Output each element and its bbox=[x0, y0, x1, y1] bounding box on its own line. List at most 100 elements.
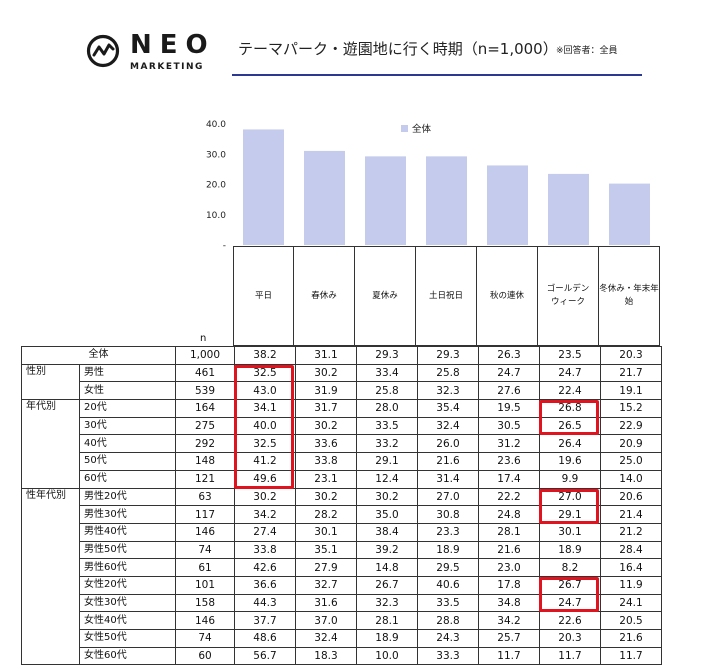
table-row: 性別 男性 461 32.5 30.2 33.4 25.8 24.7 24.7 21.7 bbox=[21, 363, 662, 401]
column-header: ゴールデン ウィーク bbox=[537, 246, 599, 346]
value-cell: 20.3 bbox=[600, 346, 662, 365]
value-cell: 27.0 bbox=[417, 487, 479, 507]
row-label: 男性60代 bbox=[79, 558, 176, 577]
value-cell: 31.9 bbox=[295, 381, 357, 401]
sample-size: 146 bbox=[175, 522, 235, 542]
value-cell: 20.9 bbox=[600, 434, 662, 454]
value-cell: 22.2 bbox=[478, 487, 540, 507]
logo-wordmark: NEO bbox=[130, 30, 216, 60]
table-row: 50代 148 41.2 33.8 29.1 21.6 23.6 19.6 25.0 bbox=[22, 452, 662, 471]
sample-size: 60 bbox=[175, 646, 235, 666]
column-header: 冬休み・年末年始 bbox=[598, 246, 660, 346]
group-label: 年代別 bbox=[21, 399, 80, 489]
neo-marketing-logo: NEO MARKETING bbox=[86, 30, 216, 76]
value-cell: 31.2 bbox=[478, 434, 540, 454]
value-cell: 19.5 bbox=[478, 399, 540, 418]
value-cell: 37.7 bbox=[234, 611, 296, 630]
column-header-line: ウィーク bbox=[550, 297, 585, 307]
value-cell: 30.5 bbox=[478, 416, 540, 436]
value-cell: 24.7 bbox=[539, 363, 601, 383]
value-cell: 39.2 bbox=[356, 540, 418, 560]
table-row: 女性50代 74 48.6 32.4 18.9 24.3 25.7 20.3 21.6 bbox=[22, 629, 662, 648]
value-cell: 11.9 bbox=[600, 575, 662, 595]
value-cell: 31.6 bbox=[295, 593, 357, 613]
value-cell: 29.3 bbox=[417, 346, 479, 365]
column-header-label: 夏休み bbox=[372, 290, 398, 303]
value-cell: 21.6 bbox=[417, 452, 479, 471]
row-label: 男性20代 bbox=[79, 487, 176, 507]
table-row: 40代 292 32.5 33.6 33.2 26.0 31.2 26.4 20.9 bbox=[22, 434, 662, 454]
sample-size: 292 bbox=[175, 434, 235, 454]
total-row: 全体 1,000 38.2 31.1 29.3 29.3 26.3 23.5 20.3 bbox=[21, 346, 662, 365]
column-header-label: 秋の連休 bbox=[490, 290, 524, 303]
value-cell: 20.3 bbox=[539, 629, 601, 648]
sample-size: 148 bbox=[175, 452, 235, 471]
value-cell: 21.6 bbox=[478, 540, 540, 560]
logo-subtitle: MARKETING bbox=[130, 62, 204, 72]
value-cell: 24.7 bbox=[539, 593, 601, 613]
value-cell: 21.2 bbox=[600, 522, 662, 542]
bar bbox=[548, 173, 589, 245]
value-cell: 22.6 bbox=[539, 611, 601, 630]
value-cell: 32.3 bbox=[417, 381, 479, 401]
value-cell: 24.7 bbox=[478, 363, 540, 383]
value-cell: 35.4 bbox=[417, 399, 479, 418]
sample-size: 275 bbox=[175, 416, 235, 436]
value-cell: 24.3 bbox=[417, 629, 479, 648]
value-cell: 44.3 bbox=[234, 593, 296, 613]
value-cell: 18.9 bbox=[417, 540, 479, 560]
value-cell: 36.6 bbox=[234, 575, 296, 595]
value-cell: 28.8 bbox=[417, 611, 479, 630]
table-row: 男性60代 61 42.6 27.9 14.8 29.5 23.0 8.2 16.4 bbox=[22, 558, 662, 577]
value-cell: 26.3 bbox=[478, 346, 540, 365]
value-cell: 40.6 bbox=[417, 575, 479, 595]
sample-size: 101 bbox=[175, 575, 235, 595]
column-header: 土日祝日 bbox=[415, 246, 477, 346]
group-label: 性別 bbox=[21, 363, 80, 401]
column-header-label: 春休み bbox=[311, 290, 337, 303]
value-cell: 30.2 bbox=[295, 363, 357, 383]
value-cell: 35.1 bbox=[295, 540, 357, 560]
row-label: 20代 bbox=[79, 399, 176, 418]
bar bbox=[487, 165, 528, 245]
value-cell: 25.8 bbox=[417, 363, 479, 383]
value-cell: 25.0 bbox=[600, 452, 662, 471]
y-tick-label: 10.0 bbox=[206, 211, 226, 221]
value-cell: 25.8 bbox=[356, 381, 418, 401]
y-tick-label: 30.0 bbox=[206, 150, 226, 160]
table-row: 男性40代 146 27.4 30.1 38.4 23.3 28.1 30.1 21.2 bbox=[22, 522, 662, 542]
sample-size: 74 bbox=[175, 629, 235, 648]
row-label: 男性30代 bbox=[79, 505, 176, 524]
highlight-box bbox=[539, 488, 599, 524]
column-header: 夏休み bbox=[354, 246, 416, 346]
value-cell: 38.4 bbox=[356, 522, 418, 542]
sample-size: 539 bbox=[175, 381, 235, 401]
value-cell: 34.2 bbox=[234, 505, 296, 524]
highlight-box bbox=[234, 364, 294, 489]
bar bbox=[304, 150, 345, 245]
value-cell: 22.9 bbox=[600, 416, 662, 436]
value-cell: 30.2 bbox=[356, 487, 418, 507]
value-cell: 29.5 bbox=[417, 558, 479, 577]
column-header-label: ゴールデン ウィーク bbox=[547, 283, 590, 309]
row-label: 女性20代 bbox=[79, 575, 176, 595]
value-cell: 21.4 bbox=[600, 505, 662, 524]
data-table: 全体 1,000 38.2 31.1 29.3 29.3 26.3 23.5 20.3 性別 男性 4… bbox=[21, 346, 662, 666]
column-header-line: 秋の連休 bbox=[489, 290, 524, 301]
column-header-line: ゴールデン bbox=[546, 284, 590, 294]
sample-size: 158 bbox=[175, 593, 235, 613]
column-header-line: 土日祝日 bbox=[428, 290, 463, 301]
value-cell: 21.7 bbox=[600, 363, 662, 383]
bar bbox=[243, 129, 284, 245]
column-header: 秋の連休 bbox=[476, 246, 538, 346]
row-label: 女性30代 bbox=[79, 593, 176, 613]
value-cell: 24.8 bbox=[478, 505, 540, 524]
row-label: 40代 bbox=[79, 434, 176, 454]
sample-size: 121 bbox=[175, 469, 235, 489]
row-label: 女性50代 bbox=[79, 629, 176, 648]
legend-label: 全体 bbox=[412, 123, 432, 135]
value-cell: 34.8 bbox=[478, 593, 540, 613]
value-cell: 31.7 bbox=[295, 399, 357, 418]
y-tick-label: - bbox=[223, 241, 226, 250]
row-label: 男性50代 bbox=[79, 540, 176, 560]
